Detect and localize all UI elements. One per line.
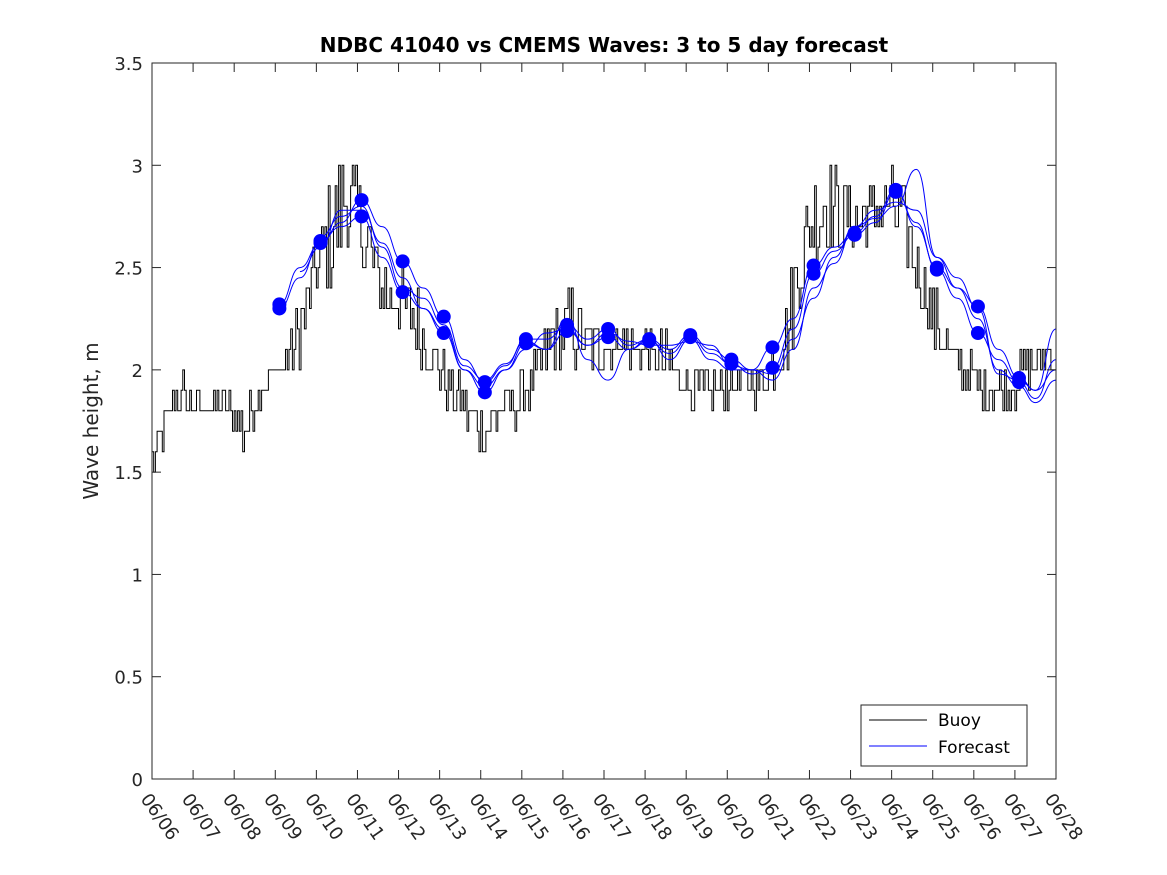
x-tick-label: 06/11 bbox=[341, 790, 388, 845]
forecast-marker bbox=[970, 326, 985, 341]
x-tick-label: 06/26 bbox=[958, 790, 1005, 845]
x-tick-label: 06/09 bbox=[259, 790, 306, 845]
forecast-marker bbox=[1012, 375, 1027, 390]
forecast-marker bbox=[436, 309, 451, 324]
chart-title: NDBC 41040 vs CMEMS Waves: 3 to 5 day fo… bbox=[320, 33, 889, 57]
x-tick-label: 06/22 bbox=[793, 790, 840, 845]
x-tick-label: 06/13 bbox=[424, 790, 471, 845]
forecast-marker bbox=[313, 233, 328, 248]
legend-box bbox=[860, 704, 1028, 767]
y-tick-label: 3 bbox=[132, 156, 143, 177]
plot-area bbox=[152, 63, 1056, 779]
x-tick-label: 06/12 bbox=[382, 790, 429, 845]
forecast-marker bbox=[477, 385, 492, 400]
forecast-line-4 bbox=[320, 168, 1056, 391]
x-tick-label: 06/21 bbox=[752, 790, 799, 845]
x-tick-label: 06/27 bbox=[999, 790, 1046, 845]
x-tick-label: 06/06 bbox=[136, 790, 183, 845]
forecast-marker bbox=[354, 193, 369, 208]
forecast-marker bbox=[601, 330, 616, 345]
x-tick-label: 06/10 bbox=[300, 790, 347, 845]
forecast-marker bbox=[847, 227, 862, 242]
y-tick-label: 2.5 bbox=[114, 259, 143, 280]
x-tick-label: 06/18 bbox=[629, 790, 676, 845]
legend-label-forecast: Forecast bbox=[938, 738, 1010, 758]
x-tick-label: 06/07 bbox=[177, 790, 224, 845]
forecast-marker bbox=[395, 254, 410, 269]
forecast-marker bbox=[477, 375, 492, 390]
forecast-marker bbox=[395, 285, 410, 300]
forecast-marker bbox=[970, 299, 985, 314]
x-tick-label: 06/17 bbox=[588, 790, 635, 845]
forecast-marker bbox=[518, 336, 533, 351]
x-tick-label: 06/16 bbox=[547, 790, 594, 845]
buoy-line bbox=[152, 164, 1056, 473]
legend: Buoy Forecast bbox=[860, 704, 1028, 767]
y-tick-label: 2 bbox=[132, 361, 143, 382]
forecast-marker bbox=[354, 209, 369, 224]
forecast-marker bbox=[765, 360, 780, 375]
plot-background bbox=[152, 63, 1056, 779]
forecast-marker bbox=[683, 330, 698, 345]
forecast-marker bbox=[724, 356, 739, 371]
x-tick-label: 06/15 bbox=[506, 790, 553, 845]
forecast-marker bbox=[560, 323, 575, 338]
forecast-marker bbox=[765, 340, 780, 355]
y-tick-label: 3.5 bbox=[114, 54, 143, 75]
y-axis-label: Wave height, m bbox=[79, 342, 103, 499]
forecast-marker-layer bbox=[272, 182, 1027, 400]
forecast-marker bbox=[929, 262, 944, 277]
forecast-marker bbox=[806, 266, 821, 281]
y-tick-label: 1.5 bbox=[114, 463, 143, 484]
x-tick-label: 06/25 bbox=[917, 790, 964, 845]
x-tick-label: 06/08 bbox=[218, 790, 265, 845]
x-tick-label: 06/24 bbox=[876, 790, 923, 845]
x-tick-label: 06/19 bbox=[670, 790, 717, 845]
x-tick-label: 06/28 bbox=[1040, 790, 1087, 845]
buoy-series-layer bbox=[152, 164, 1056, 473]
forecast-marker bbox=[642, 334, 657, 349]
forecast-line-2 bbox=[279, 191, 1056, 399]
x-tick-label: 06/23 bbox=[834, 790, 881, 845]
x-tick-label: 06/14 bbox=[465, 790, 512, 845]
forecast-marker bbox=[272, 301, 287, 316]
forecast-marker bbox=[436, 326, 451, 341]
forecast-marker bbox=[888, 184, 903, 199]
y-tick-label: 1 bbox=[132, 565, 143, 586]
legend-label-buoy: Buoy bbox=[938, 711, 981, 731]
x-tick-label: 06/20 bbox=[711, 790, 758, 845]
y-tick-label: 0 bbox=[132, 770, 143, 791]
y-tick-label: 0.5 bbox=[114, 668, 143, 689]
